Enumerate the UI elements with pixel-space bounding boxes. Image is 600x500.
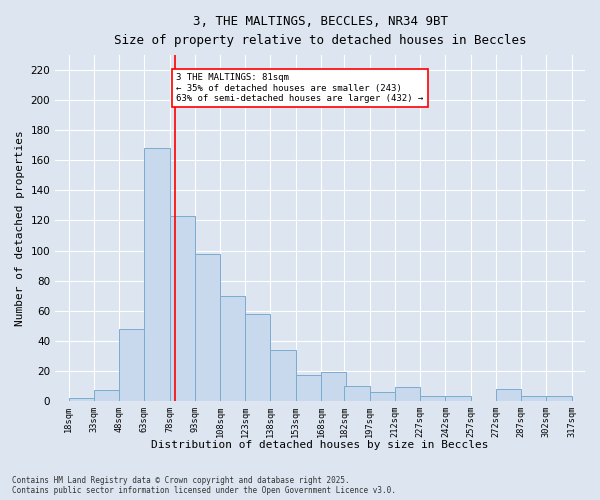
Bar (195, 254, 220, 401)
X-axis label: Distribution of detached houses by size in Beccles: Distribution of detached houses by size … (151, 440, 489, 450)
Y-axis label: Number of detached properties: Number of detached properties (15, 130, 25, 326)
Bar (344, 386, 370, 401)
Bar (220, 296, 245, 401)
Bar (170, 216, 195, 401)
Bar (521, 396, 547, 401)
Bar (547, 396, 572, 401)
Bar (245, 314, 271, 401)
Bar (68, 398, 94, 401)
Bar (119, 328, 145, 401)
Text: Contains HM Land Registry data © Crown copyright and database right 2025.
Contai: Contains HM Land Registry data © Crown c… (12, 476, 396, 495)
Bar (271, 350, 296, 401)
Bar (296, 376, 321, 401)
Bar (496, 389, 521, 401)
Bar (445, 396, 470, 401)
Bar (395, 388, 420, 401)
Bar (370, 392, 395, 401)
Title: 3, THE MALTINGS, BECCLES, NR34 9BT
Size of property relative to detached houses : 3, THE MALTINGS, BECCLES, NR34 9BT Size … (114, 15, 526, 47)
Text: 3 THE MALTINGS: 81sqm
← 35% of detached houses are smaller (243)
63% of semi-det: 3 THE MALTINGS: 81sqm ← 35% of detached … (176, 73, 424, 103)
Bar (94, 390, 119, 401)
Bar (321, 372, 346, 401)
Bar (145, 148, 170, 401)
Bar (420, 396, 445, 401)
